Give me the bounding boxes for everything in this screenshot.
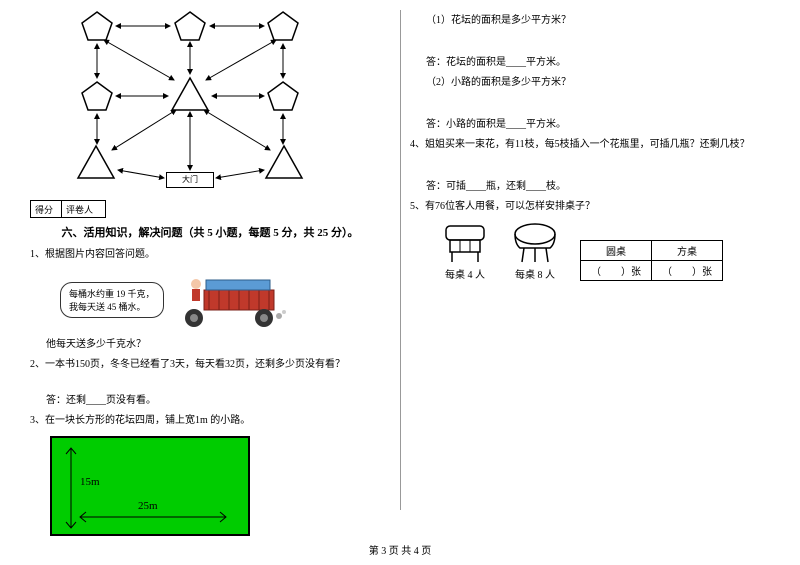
q1-sub: 他每天送多少千克水？ <box>30 336 390 354</box>
bubble-line1: 每桶水约重 19 千克， <box>69 289 155 299</box>
table-cell-round[interactable]: （ ）张 <box>581 261 652 281</box>
answer-table: 圆桌 方桌 （ ）张 （ ）张 <box>580 240 723 281</box>
q4-stem: 4、姐姐买来一束花，有11枝，每5枝插入一个花瓶里，可插几瓶？还剩几枝？ <box>410 136 770 154</box>
page-footer: 第 3 页 共 4 页 <box>0 542 800 557</box>
q2-stem: 2、一本书150页，冬冬已经看了3天，每天看32页，还剩多少页没有看？ <box>30 356 390 374</box>
column-divider <box>400 10 401 510</box>
table-cell-square[interactable]: （ ）张 <box>652 261 723 281</box>
q1-stem: 1、根据图片内容回答问题。 <box>30 246 390 264</box>
green-rectangle: 15m 25m <box>50 436 250 536</box>
bubble-line2: 我每天送 45 桶水。 <box>69 302 146 312</box>
table-head-square: 方桌 <box>652 241 723 261</box>
q5-stem: 5、有76位客人用餐，可以怎样安排桌子？ <box>410 198 770 216</box>
door-label: 大门 <box>166 172 214 188</box>
score-label: 得分 <box>30 200 62 218</box>
q3-sub1: （1）花坛的面积是多少平方米？ <box>410 12 770 30</box>
tricycle-icon <box>174 270 294 330</box>
round-table-icon: 每桌 8 人 <box>510 222 560 281</box>
grader-label: 评卷人 <box>62 200 106 218</box>
round-table-label: 每桌 8 人 <box>510 266 560 281</box>
table-head-round: 圆桌 <box>581 241 652 261</box>
square-table-label: 每桌 4 人 <box>440 266 490 281</box>
score-row: 得分 评卷人 <box>30 200 390 218</box>
furniture-row: 每桌 4 人 每桌 8 人 圆桌 方桌 （ ）张 <box>440 222 770 281</box>
q3-sub2: （2）小路的面积是多少平方米？ <box>410 74 770 92</box>
left-column: 大门 <box>20 10 400 510</box>
right-column: （1）花坛的面积是多少平方米？ 答：花坛的面积是____平方米。 （2）小路的面… <box>400 10 780 510</box>
width-label: 25m <box>138 500 158 512</box>
section6-title: 六、活用知识，解决问题（共 5 小题，每题 5 分，共 25 分）。 <box>30 224 390 240</box>
q3-ans2: 答：小路的面积是____平方米。 <box>410 116 770 134</box>
speech-bubble: 每桶水约重 19 千克， 我每天送 45 桶水。 <box>60 282 164 318</box>
square-table-icon: 每桌 4 人 <box>440 222 490 281</box>
q3-stem: 3、在一块长方形的花坛四周，铺上宽1m 的小路。 <box>30 412 390 430</box>
height-label: 15m <box>80 476 100 488</box>
q2-ans: 答：还剩____页没有看。 <box>30 392 390 410</box>
q4-ans: 答：可插____瓶，还剩____枝。 <box>410 178 770 196</box>
shape-diagram: 大门 <box>70 10 310 190</box>
q3-ans1: 答：花坛的面积是____平方米。 <box>410 54 770 72</box>
q1-illustration: 每桶水约重 19 千克， 我每天送 45 桶水。 <box>60 270 390 330</box>
